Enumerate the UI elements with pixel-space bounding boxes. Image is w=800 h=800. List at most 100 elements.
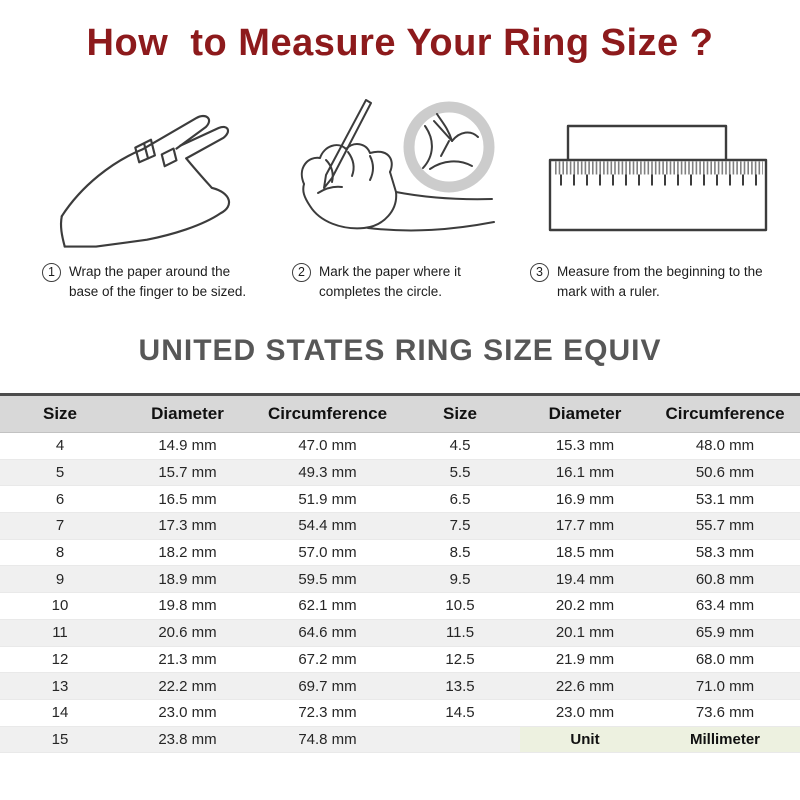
step-1-caption: 1 Wrap the paper around the base of the …	[42, 262, 260, 301]
table-cell: 15.7 mm	[158, 464, 217, 482]
column-header-circumference: Circumference	[665, 404, 785, 423]
table-body: 4 14.9 mm 47.0 mm 4.5 15.3 mm 48.0 mm 5 15.7 mm…	[0, 433, 800, 754]
table-cell: 10.5	[445, 597, 475, 615]
ring-size-table: Size Diameter Circumference Size Diameter Cir…	[0, 393, 800, 754]
table-row: 13 22.2 mm 69.7 mm 13.5 22.6 mm 71.0 mm	[0, 673, 800, 700]
table-cell: 62.1 mm	[298, 597, 357, 615]
step-3-caption-text: Measure from the beginning to the mark w…	[557, 264, 763, 299]
table-cell: 15	[51, 730, 69, 748]
column-header-diameter: Diameter	[548, 404, 622, 423]
table-cell: 22.2 mm	[158, 677, 217, 695]
table-row: 4 14.9 mm 47.0 mm 4.5 15.3 mm 48.0 mm	[0, 433, 800, 460]
table-cell: 51.9 mm	[298, 490, 357, 508]
paper-strip-on-ruler-illustration	[538, 118, 778, 246]
table-cell: 9.5	[449, 570, 471, 588]
table-cell: 23.0 mm	[555, 704, 615, 722]
table-cell: 17.3 mm	[158, 517, 217, 535]
hand-marking-paper-with-pen-illustration	[282, 96, 497, 254]
table-row: 11 20.6 mm 64.6 mm 11.5 20.1 mm 65.9 mm	[0, 619, 800, 647]
table-cell: 14.5	[445, 704, 475, 722]
table-cell: 21.9 mm	[555, 650, 615, 668]
table-cell: 5.5	[449, 464, 471, 482]
table-cell: 64.6 mm	[298, 624, 357, 642]
table-row: 8 18.2 mm 57.0 mm 8.5 18.5 mm 58.3 mm	[0, 540, 800, 567]
table-cell: 50.6 mm	[695, 464, 755, 482]
table-cell: 16.5 mm	[158, 490, 217, 508]
table-row: 6 16.5 mm 51.9 mm 6.5 16.9 mm 53.1 mm	[0, 486, 800, 514]
unit-value-cell: Millimeter	[650, 726, 800, 753]
table-cell: 4	[55, 437, 65, 455]
table-cell: 19.4 mm	[555, 570, 615, 588]
table-cell: 19.8 mm	[158, 597, 217, 615]
table-cell: 15.3 mm	[555, 437, 615, 455]
table-row: 5 15.7 mm 49.3 mm 5.5 16.1 mm 50.6 mm	[0, 459, 800, 487]
table-cell: 14.9 mm	[158, 437, 217, 455]
table-row: 10 19.8 mm 62.1 mm 10.5 20.2 mm 63.4 mm	[0, 593, 800, 620]
table-cell: 9	[55, 570, 65, 588]
step-2-caption: 2 Mark the paper where it completes the …	[292, 262, 497, 301]
table-cell: 74.8 mm	[298, 730, 357, 748]
step-1-caption-text: Wrap the paper around the base of the fi…	[69, 264, 247, 299]
table-cell: 20.2 mm	[555, 597, 615, 615]
table-row: 7 17.3 mm 54.4 mm 7.5 17.7 mm 55.7 mm	[0, 513, 800, 540]
table-cell: 6.5	[449, 490, 471, 508]
table-cell: 20.1 mm	[555, 624, 615, 642]
table-cell: 14	[51, 704, 69, 722]
step-3-number-badge: 3	[530, 263, 549, 282]
table-cell: 7.5	[449, 517, 471, 535]
step-2-number-badge: 2	[292, 263, 311, 282]
table-cell: 17.7 mm	[555, 517, 615, 535]
table-header-row: Size Diameter Circumference Size Diameter Cir…	[0, 396, 800, 433]
unit-label-cell: Unit	[520, 726, 650, 753]
step-2-caption-text: Mark the paper where it completes the ci…	[319, 264, 461, 299]
table-cell: 58.3 mm	[695, 544, 755, 562]
table-cell: 13	[51, 677, 69, 695]
table-cell: 67.2 mm	[298, 650, 357, 668]
column-header-circumference: Circumference	[267, 404, 388, 423]
page-title: How to Measure Your Ring Size ?	[86, 22, 714, 64]
table-cell: 16.1 mm	[555, 464, 615, 482]
table-cell: 48.0 mm	[695, 437, 755, 455]
step-1-number-badge: 1	[42, 263, 61, 282]
table-cell: 53.1 mm	[695, 490, 755, 508]
table-cell: 59.5 mm	[298, 570, 357, 588]
table-row: 9 18.9 mm 59.5 mm 9.5 19.4 mm 60.8 mm	[0, 566, 800, 594]
table-row: 15 23.8 mm 74.8 mm Unit Millimeter	[0, 726, 800, 754]
table-cell: 68.0 mm	[695, 650, 755, 668]
table-cell: 65.9 mm	[695, 624, 755, 642]
table-cell: 8	[55, 544, 65, 562]
table-cell: 12	[51, 650, 69, 668]
table-cell: 12.5	[445, 650, 475, 668]
table-cell: 63.4 mm	[695, 597, 755, 615]
magnifier-circle	[403, 101, 495, 193]
table-cell: 23.0 mm	[158, 704, 217, 722]
table-cell: 60.8 mm	[695, 570, 755, 588]
step-3-caption: 3 Measure from the beginning to the mark…	[530, 262, 782, 301]
table-cell: 10	[51, 597, 69, 615]
table-cell: 5	[55, 464, 65, 482]
table-cell: 7	[55, 517, 65, 535]
table-row: 12 21.3 mm 67.2 mm 12.5 21.9 mm 68.0 mm	[0, 647, 800, 674]
table-cell: 20.6 mm	[158, 624, 217, 642]
table-row: 14 23.0 mm 72.3 mm 14.5 23.0 mm 73.6 mm	[0, 700, 800, 727]
table-cell	[400, 727, 520, 753]
table-cell: 4.5	[449, 437, 471, 455]
table-cell: 71.0 mm	[695, 677, 755, 695]
column-header-size: Size	[442, 404, 478, 423]
table-cell: 13.5	[445, 677, 475, 695]
table-cell: 69.7 mm	[298, 677, 357, 695]
table-cell: 18.5 mm	[555, 544, 615, 562]
table-cell: 23.8 mm	[158, 730, 217, 748]
table-cell: 18.2 mm	[158, 544, 217, 562]
column-header-size: Size	[42, 404, 78, 423]
table-cell: 16.9 mm	[555, 490, 615, 508]
column-header-diameter: Diameter	[151, 404, 224, 423]
table-cell: 55.7 mm	[695, 517, 755, 535]
table-cell: 49.3 mm	[298, 464, 357, 482]
table-cell: 6	[55, 490, 65, 508]
table-cell: 22.6 mm	[555, 677, 615, 695]
table-cell: 11.5	[445, 624, 475, 642]
table-cell: 21.3 mm	[158, 650, 217, 668]
table-title: UNITED STATES RING SIZE EQUIV	[138, 334, 662, 367]
